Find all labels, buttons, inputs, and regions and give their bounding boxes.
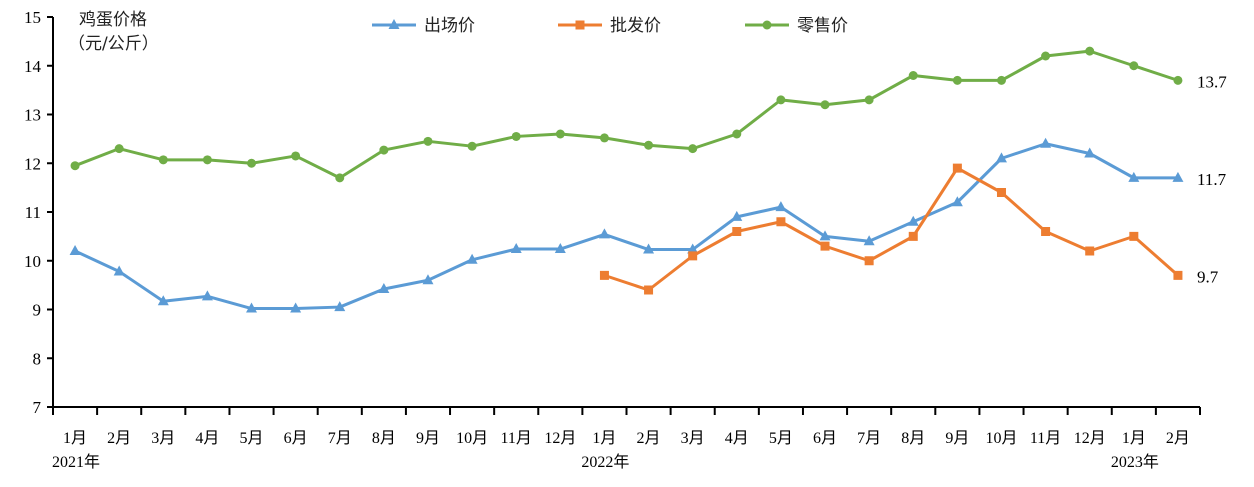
year-label: 2021年 xyxy=(52,453,100,471)
series-triangle xyxy=(69,137,1184,313)
x-tick-label: 5月 xyxy=(240,430,264,447)
y-tick-label: 9 xyxy=(33,301,42,320)
y-axis: 7 8 9 10 11 12 13 14 15 xyxy=(24,8,54,417)
x-tick-label: 5月 xyxy=(769,430,793,447)
y-axis-title: 鸡蛋价格 xyxy=(79,10,147,30)
x-tick-label: 11月 xyxy=(1030,430,1061,447)
x-tick-label: 1月 xyxy=(1122,430,1146,447)
x-tick-label: 12月 xyxy=(544,430,576,447)
x-tick-label: 6月 xyxy=(813,430,837,447)
x-tick-label: 2月 xyxy=(637,430,661,447)
series-square xyxy=(599,163,1183,295)
year-label: 2023年 xyxy=(1111,453,1159,471)
x-tick-label: 6月 xyxy=(284,430,308,447)
x-tick-label: 10月 xyxy=(456,430,488,447)
legend-item: 零售价 xyxy=(745,16,848,36)
y-tick-label: 11 xyxy=(25,203,41,222)
x-tick-label: 8月 xyxy=(372,430,396,447)
y-tick-label: 8 xyxy=(33,349,42,368)
x-axis: 1月 2月 3月 4月 5月 6月 7月 8月 9月 10月 11月 12月 1月 2月 3月 4月 5月 6月 7… xyxy=(52,406,1201,471)
legend-label: 批发价 xyxy=(610,16,661,36)
x-tick-label: 1月 xyxy=(592,430,616,447)
series-circle xyxy=(70,46,1183,183)
legend-label: 零售价 xyxy=(797,16,848,36)
end-value-label: 13.7 xyxy=(1197,72,1227,91)
y-tick-label: 15 xyxy=(24,8,41,27)
y-tick-label: 10 xyxy=(24,252,41,271)
legend: 出场价 批发价 零售价 xyxy=(372,16,848,36)
y-tick-label: 7 xyxy=(33,398,42,417)
y-tick-label: 12 xyxy=(24,154,41,173)
end-labels: 11.7 9.7 13.7 xyxy=(1197,72,1227,286)
x-tick-label: 1月 xyxy=(63,430,87,447)
x-tick-label: 12月 xyxy=(1074,430,1106,447)
x-tick-label: 2月 xyxy=(107,430,131,447)
x-tick-label: 7月 xyxy=(328,430,352,447)
y-tick-label: 13 xyxy=(24,106,41,125)
y-axis-label: 鸡蛋价格 （元/公斤） xyxy=(68,10,159,54)
x-tick-label: 3月 xyxy=(681,430,705,447)
y-axis-title: （元/公斤） xyxy=(68,34,159,54)
x-tick-label: 9月 xyxy=(416,430,440,447)
x-tick-label: 8月 xyxy=(901,430,925,447)
legend-item: 出场价 xyxy=(372,16,475,36)
x-tick-label: 9月 xyxy=(945,430,969,447)
year-label: 2022年 xyxy=(581,453,629,471)
x-tick-label: 2月 xyxy=(1166,430,1190,447)
legend-item: 批发价 xyxy=(558,16,661,36)
x-tick-label: 4月 xyxy=(195,430,219,447)
end-value-label: 9.7 xyxy=(1197,267,1219,286)
x-tick-label: 10月 xyxy=(985,430,1017,447)
x-tick-label: 4月 xyxy=(725,430,749,447)
x-tick-label: 11月 xyxy=(501,430,532,447)
x-tick-label: 7月 xyxy=(857,430,881,447)
end-value-label: 11.7 xyxy=(1197,170,1227,189)
legend-label: 出场价 xyxy=(424,16,475,36)
series-lines xyxy=(69,46,1184,313)
y-tick-label: 14 xyxy=(24,57,42,76)
x-tick-label: 3月 xyxy=(151,430,175,447)
